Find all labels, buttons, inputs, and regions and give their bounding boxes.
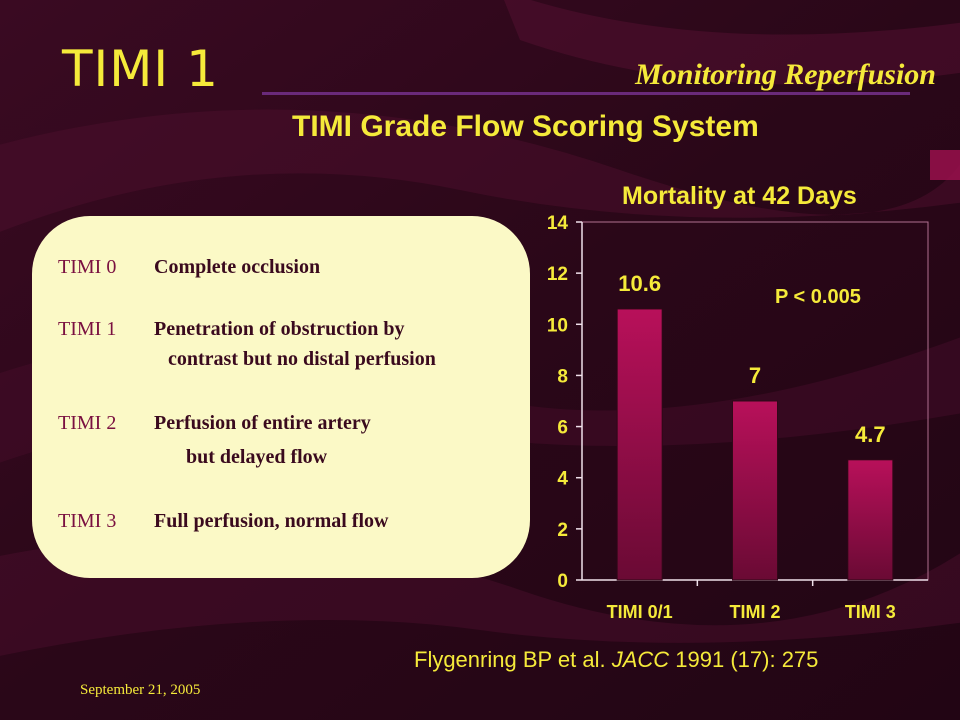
y-tick-label: 6 [557,418,568,439]
grade-code: TIMI 2 [58,412,117,434]
slide-date: September 21, 2005 [80,682,201,698]
grade-row-1: TIMI 1 Penetration of obstruction by [58,314,405,344]
slide-title: TIMI 1 [62,40,219,98]
grade-description-continued: but delayed flow [186,446,328,468]
y-tick-label: 0 [557,571,568,592]
grade-description-continued: contrast but no distal perfusion [168,348,436,370]
bar-value-label: 4.7 [855,422,886,447]
y-tick-label: 4 [557,469,568,490]
citation-details: 1991 (17): 275 [675,647,819,672]
grade-code: TIMI 1 [58,318,117,340]
citation-journal: JACC [611,647,670,672]
bar-value-label: 7 [749,363,761,388]
grade-description: Full perfusion, normal flow [154,510,389,532]
bar [616,308,663,581]
mortality-bar-chart: 0 2 4 6 8 10 12 14 10.6 TIMI 0/1 7 TIMI 2 4.7 TIMI 3 P… [547,213,929,622]
y-tick-label: 14 [547,213,569,234]
title-rule [262,92,910,95]
grade-code: TIMI 0 [58,256,117,278]
grade-code: TIMI 3 [58,510,117,532]
p-value-annotation: P < 0.005 [775,286,861,308]
y-tick-label: 10 [547,315,568,336]
y-tick-label: 12 [547,264,568,285]
grade-row-3: TIMI 3 Full perfusion, normal flow [58,506,388,536]
bar-value-label: 10.6 [618,271,661,296]
x-tick-label: TIMI 3 [845,602,896,622]
slide-heading-right: Monitoring Reperfusion [635,58,936,91]
grade-row-2: TIMI 2 Perfusion of entire artery [58,408,371,438]
y-tick-label: 2 [557,520,568,541]
bar [847,459,894,581]
grade-definitions-box: TIMI 0 Complete occlusion TIMI 1 Penetrati… [32,216,530,578]
chart-title: Mortality at 42 Days [622,182,857,210]
grade-description: Complete occlusion [154,256,321,278]
citation-authors: Flygenring BP et al. [414,647,606,672]
grade-description: Perfusion of entire artery [154,412,371,434]
bar [732,400,778,581]
y-tick-label: 8 [557,366,568,387]
x-tick-label: TIMI 2 [729,602,780,622]
slide-subtitle: TIMI Grade Flow Scoring System [292,110,759,143]
grade-description: Penetration of obstruction by [154,318,405,340]
citation: Flygenring BP et al. JACC 1991 (17): 275 [414,647,818,673]
grade-row-0: TIMI 0 Complete occlusion [58,252,320,282]
x-tick-label: TIMI 0/1 [607,602,673,622]
